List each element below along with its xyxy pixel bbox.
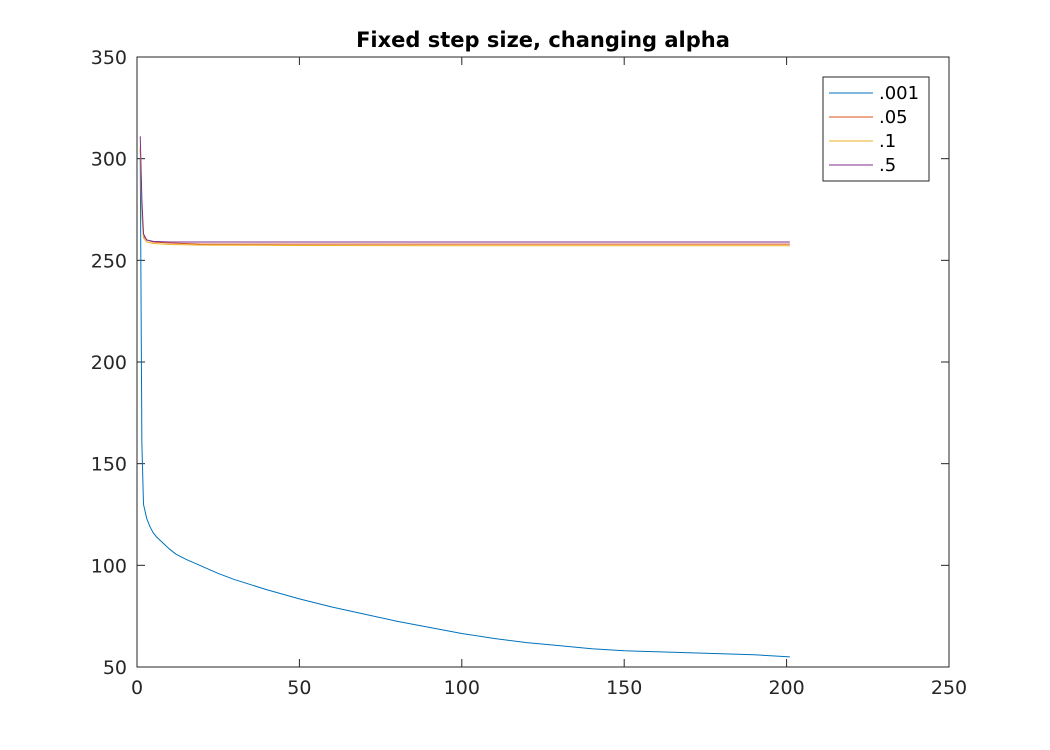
x-tick-label: 50	[287, 677, 311, 699]
x-tick-label: 200	[768, 677, 804, 699]
series-line-p5	[139, 136, 790, 243]
legend-box	[822, 76, 930, 182]
legend-label: .5	[879, 155, 896, 176]
legend-label: .001	[879, 83, 919, 104]
y-tick-label: 50	[103, 657, 127, 679]
x-tick-label: 250	[931, 677, 967, 699]
series-layer	[139, 136, 790, 658]
x-tick-label: 0	[131, 677, 143, 699]
y-tick-label: 350	[91, 47, 127, 69]
y-tick-label: 250	[91, 250, 127, 272]
y-tick-label: 150	[91, 454, 127, 476]
legend-label: .05	[879, 107, 908, 128]
series-line-p001	[139, 158, 790, 658]
x-tick-label: 150	[606, 677, 642, 699]
legend: .001 .05 .1 .5	[822, 76, 930, 182]
chart-title: Fixed step size, changing alpha	[356, 28, 730, 52]
plot-area	[136, 56, 950, 668]
y-tick-label: 100	[91, 555, 127, 577]
x-tick-label: 100	[444, 677, 480, 699]
legend-label: .1	[879, 131, 896, 152]
y-tick-label: 200	[91, 352, 127, 374]
y-tick-label: 300	[91, 149, 127, 171]
